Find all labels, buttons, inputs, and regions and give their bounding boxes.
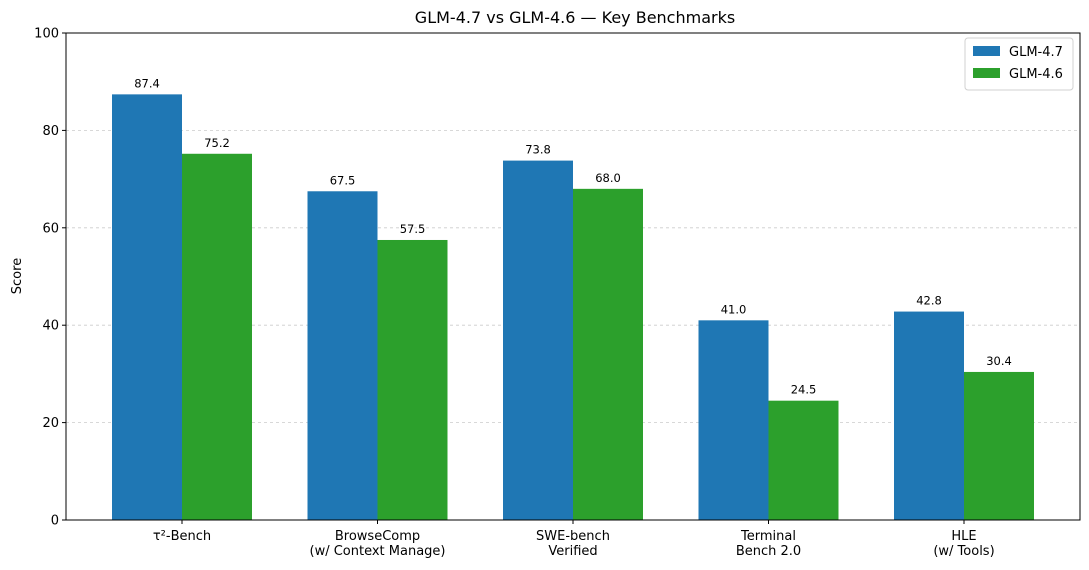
bar-value-label: 87.4: [134, 76, 160, 90]
x-tick-label: Verified: [548, 544, 597, 559]
bar-value-label: 41.0: [721, 302, 747, 316]
bar-value-label: 68.0: [595, 171, 621, 185]
bar-glm-4-6-3: [768, 400, 839, 520]
y-tick-label: 0: [51, 514, 59, 529]
x-tick-label: Bench 2.0: [736, 544, 801, 559]
x-tick-label: BrowseComp: [335, 529, 420, 544]
legend: GLM-4.7 GLM-4.6: [964, 37, 1074, 91]
bar-glm-4-7-1: [307, 191, 378, 520]
bar-glm-4-7-3: [698, 320, 769, 520]
bar-value-label: 75.2: [204, 136, 230, 150]
y-axis: 0 20 40 60 80 100: [34, 27, 66, 529]
bar-glm-4-6-2: [573, 188, 643, 520]
y-axis-label: Score: [10, 258, 25, 294]
bar-value-label: 24.5: [791, 383, 817, 397]
bar-value-label: 30.4: [986, 354, 1012, 368]
bar-value-label: 57.5: [400, 222, 426, 236]
legend-label: GLM-4.6: [1009, 67, 1063, 82]
x-tick-label: (w/ Tools): [933, 544, 994, 559]
y-tick-label: 40: [42, 319, 59, 334]
y-tick-label: 20: [42, 416, 59, 431]
data-labels: 87.4 75.2 67.5 57.5 73.8 68.0 41.0 24.5 42.8 30.4: [134, 76, 1012, 396]
bar-value-label: 73.8: [525, 143, 551, 157]
bar-value-label: 42.8: [916, 294, 942, 308]
x-axis: τ²-Bench BrowseComp(w/ Context Manage) SWE…: [153, 520, 995, 559]
chart-title: GLM-4.7 vs GLM-4.6 — Key Benchmarks: [415, 8, 735, 27]
bar-glm-4-7-0: [112, 94, 182, 520]
x-tick-label: HLE: [951, 529, 976, 544]
bars: [112, 94, 1034, 520]
y-tick-label: 100: [34, 27, 59, 42]
x-tick-label: Terminal: [740, 529, 796, 544]
legend-label: GLM-4.7: [1009, 45, 1063, 60]
bar-glm-4-6-4: [964, 371, 1034, 520]
bar-glm-4-6-0: [182, 153, 252, 520]
y-tick-label: 60: [42, 221, 59, 236]
bar-value-label: 67.5: [330, 173, 356, 187]
x-tick-label: τ²-Bench: [153, 529, 211, 544]
x-tick-label: (w/ Context Manage): [310, 544, 446, 559]
legend-swatch: [973, 68, 1000, 78]
bar-glm-4-7-2: [503, 160, 573, 520]
legend-swatch: [973, 46, 1000, 56]
x-tick-label: SWE-bench: [536, 529, 610, 544]
bar-glm-4-7-4: [894, 311, 964, 520]
y-tick-label: 80: [42, 124, 59, 139]
bar-glm-4-6-1: [377, 239, 448, 520]
